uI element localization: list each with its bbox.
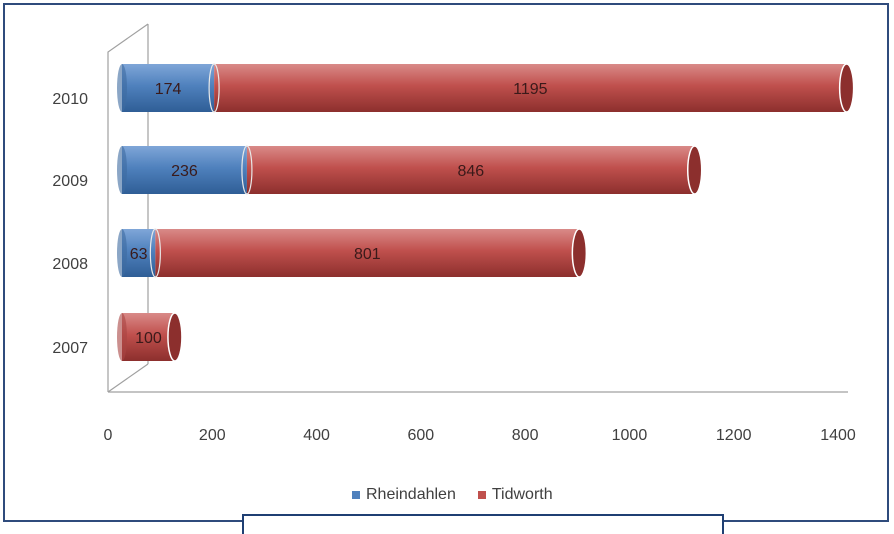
floor-diagonal <box>107 363 149 393</box>
bar-tidworth <box>214 64 847 112</box>
bar-rheindahlen <box>122 64 215 112</box>
bar-start-cap <box>117 313 127 361</box>
x-tick-label: 1200 <box>716 427 752 444</box>
bar-end-cap <box>571 228 588 278</box>
legend-item-rheindahlen: Rheindahlen <box>352 486 456 504</box>
legend-item-tidworth: Tidworth <box>477 486 553 504</box>
x-tick-label: 800 <box>512 427 539 444</box>
bar-start-cap <box>117 229 127 277</box>
bar-tidworth <box>246 146 695 194</box>
data-label: 801 <box>354 246 381 263</box>
chart-labels: 0 200 400 600 800 1000 1200 1400 2010 2009 2008 200… <box>52 81 855 444</box>
bar-start-cap <box>117 64 127 112</box>
data-label: 236 <box>171 163 198 180</box>
caption-box <box>242 514 724 534</box>
x-tick-label: 0 <box>104 427 113 444</box>
y-tick-label: 2010 <box>52 91 88 108</box>
back-wall-edge <box>107 23 149 392</box>
legend-swatch-tidworth <box>477 491 486 499</box>
y-tick-label: 2009 <box>52 173 88 190</box>
legend-swatch-rheindahlen <box>352 491 360 499</box>
bar-rheindahlen <box>122 146 247 194</box>
data-label: 1195 <box>513 81 548 98</box>
data-label: 846 <box>457 163 484 180</box>
bar-tidworth <box>122 313 175 361</box>
bar-tidworth <box>155 229 580 277</box>
legend-label-rheindahlen: Rheindahlen <box>366 486 456 503</box>
segment-divider <box>241 145 253 195</box>
y-tick-label: 2007 <box>52 340 88 357</box>
x-tick-label: 1000 <box>612 427 648 444</box>
x-tick-label: 1400 <box>820 427 856 444</box>
bar-start-cap <box>117 146 127 194</box>
segment-divider <box>149 228 161 278</box>
x-tick-label: 200 <box>199 427 226 444</box>
x-tick-label: 400 <box>303 427 330 444</box>
data-label: 174 <box>155 81 182 98</box>
y-tick-label: 2008 <box>52 256 88 273</box>
data-label: 100 <box>135 330 162 347</box>
legend-label-tidworth: Tidworth <box>491 486 553 503</box>
bar-end-cap <box>838 63 855 113</box>
chart-bars <box>117 63 855 362</box>
bar-end-cap <box>167 312 183 362</box>
x-tick-label: 600 <box>408 427 435 444</box>
chart-legend: Rheindahlen Tidworth <box>352 486 553 504</box>
bar-end-cap <box>686 145 703 195</box>
data-label: 63 <box>130 246 148 263</box>
segment-divider <box>208 63 220 113</box>
